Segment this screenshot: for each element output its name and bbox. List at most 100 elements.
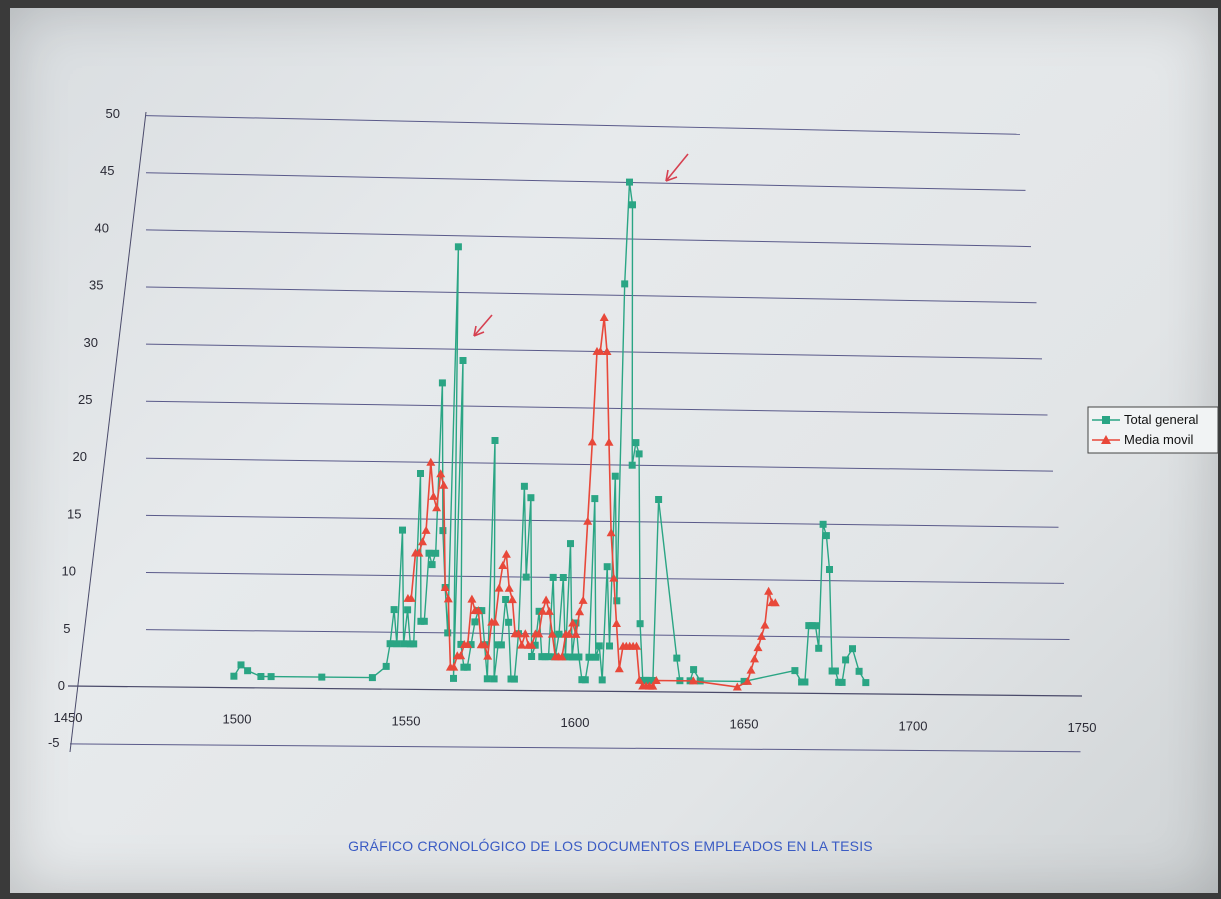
marker-media-movil [527,640,537,649]
marker-media-movil [473,606,483,615]
marker-media-movil [732,682,742,691]
series-media-movil [403,313,780,691]
marker-total-general [467,641,475,649]
marker-media-movil [571,629,581,638]
marker-media-movil [564,629,574,638]
legend: Total general Media movil [1087,406,1219,454]
marker-media-movil [490,617,500,626]
marker-total-general [561,653,569,661]
marker-total-general [528,653,536,660]
marker-media-movil [440,583,450,591]
marker-media-movil [547,629,557,638]
y-tick-label: 45 [100,163,114,178]
marker-total-general [575,653,583,661]
marker-total-general [520,482,528,490]
marker-total-general [635,450,643,458]
marker-media-movil [743,676,752,685]
marker-total-general [606,642,613,650]
marker-media-movil [753,643,763,652]
marker-media-movil [443,594,453,603]
marker-total-general [471,618,479,626]
marker-total-general [831,667,839,675]
marker-total-general [386,640,394,648]
marker-media-movil [604,437,614,446]
marker-total-general [655,496,663,503]
marker-total-general [555,630,563,638]
marker-total-general [399,526,406,534]
marker-media-movil [456,651,466,660]
x-tick-label: 1600 [561,715,590,730]
gridline [145,629,1070,641]
marker-total-general [621,280,629,288]
series [230,178,870,691]
marker-total-general [417,470,424,477]
marker-total-general [636,620,644,628]
marker-total-general [510,675,518,683]
marker-total-general [267,673,275,681]
marker-media-movil [648,681,658,690]
gridline [145,229,1032,248]
marker-media-movil [439,480,449,489]
marker-total-general [815,644,823,652]
marker-media-movil [483,651,493,660]
marker-total-general [626,178,633,186]
marker-media-movil [538,606,547,615]
marker-total-general [463,663,471,671]
marker-total-general [791,667,799,675]
y-tick-label: 35 [89,278,103,293]
legend-entry-total-general: Total general [1092,412,1199,427]
marker-media-movil [501,549,511,558]
x-tick-label: 1500 [223,712,252,727]
marker-media-movil [504,583,514,592]
marker-media-movil [480,640,490,649]
marker-media-movil [595,346,605,355]
marker-media-movil [602,347,612,355]
legend-label-media-movil: Media movil [1124,432,1193,447]
marker-media-movil [494,583,504,592]
marker-total-general [613,597,621,605]
arrow-annotation-peak-1620 [665,153,689,182]
marker-media-movil [449,662,459,671]
marker-total-general [490,675,498,683]
chart-caption: GRÁFICO CRONOLÓGICO DE LOS DOCUMENTOS EM… [348,838,873,854]
marker-total-general [438,379,446,387]
marker-total-general [632,439,640,447]
marker-media-movil [757,631,766,640]
marker-media-movil [599,313,609,321]
marker-total-general [559,574,567,581]
marker-media-movil [587,437,597,446]
marker-media-movil [614,664,624,673]
y-tick-label: 10 [62,564,76,579]
arrow-annotation-peak-1565 [473,314,493,337]
gridline [145,286,1037,304]
marker-media-movil [436,469,446,478]
marker-total-general [826,566,833,573]
marker-total-general [459,357,467,364]
marker-total-general [531,641,539,649]
marker-total-general [819,520,827,528]
y-tick-label: 40 [95,220,109,235]
marker-total-general [611,472,619,480]
marker-total-general [855,667,863,675]
y-tick-label: 0 [58,678,65,693]
marker-total-general [393,640,401,648]
tick-labels: -5 0 5 10 15 20 25 30 35 40 45 50 1450 1500 1550 1600 16… [48,106,1097,750]
marker-total-general [696,677,704,685]
marker-total-general [628,461,636,469]
y-tick-label: 20 [73,449,87,464]
marker-media-movil [651,676,661,684]
marker-media-movil [421,525,431,534]
marker-total-general [368,674,376,682]
marker-total-general [454,243,462,251]
y-tick-label: 15 [67,506,81,521]
marker-media-movil [750,654,759,663]
x-tick-label: 1700 [899,718,928,733]
marker-total-general [505,618,513,626]
marker-total-general [545,653,552,661]
marker-media-movil [414,548,424,557]
marker-total-general [439,527,447,535]
marker-total-general [420,617,428,625]
marker-total-general [425,549,433,557]
marker-media-movil [534,629,544,638]
